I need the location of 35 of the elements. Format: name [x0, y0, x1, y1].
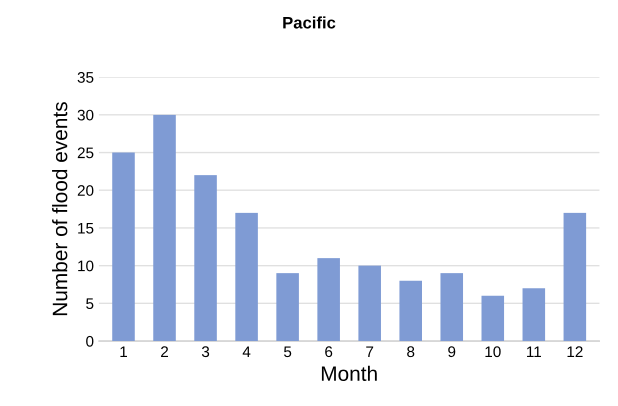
x-tick-label: 9	[448, 346, 456, 358]
bar	[153, 114, 176, 342]
y-tick-label: 5	[86, 298, 94, 310]
bar	[235, 212, 258, 342]
bar	[194, 175, 217, 342]
bar	[440, 273, 464, 342]
x-tick-label: 2	[161, 346, 168, 357]
y-axis-title: Number of flood events	[52, 102, 68, 316]
x-axis-title: Month	[322, 366, 377, 381]
x-tick-label: 1	[120, 346, 127, 357]
y-tick-label: 25	[78, 147, 94, 158]
bar	[564, 212, 586, 342]
chart-title: Pacific	[283, 16, 336, 29]
x-tick-label: 4	[242, 346, 250, 357]
y-tick-label: 30	[78, 110, 94, 121]
bar	[317, 258, 340, 342]
bar	[276, 273, 299, 342]
y-tick-label: 20	[78, 185, 94, 196]
bar	[522, 288, 546, 342]
x-tick-label: 12	[568, 346, 583, 357]
x-tick-label: 10	[485, 346, 501, 358]
x-tick-label: 8	[407, 346, 414, 358]
x-tick-label: 7	[366, 346, 374, 357]
x-tick-label: 3	[202, 346, 210, 358]
y-tick-label: 0	[86, 336, 94, 347]
x-tick-label: 6	[325, 346, 332, 358]
y-tick-label: 15	[78, 222, 94, 234]
bar	[399, 280, 422, 342]
x-tick-label: 5	[284, 346, 292, 358]
bar	[481, 296, 504, 342]
y-tick-label: 35	[78, 72, 94, 83]
bar	[112, 152, 135, 342]
bar	[358, 266, 381, 342]
y-tick-label: 10	[78, 260, 94, 272]
x-tick-label: 11	[527, 346, 541, 357]
